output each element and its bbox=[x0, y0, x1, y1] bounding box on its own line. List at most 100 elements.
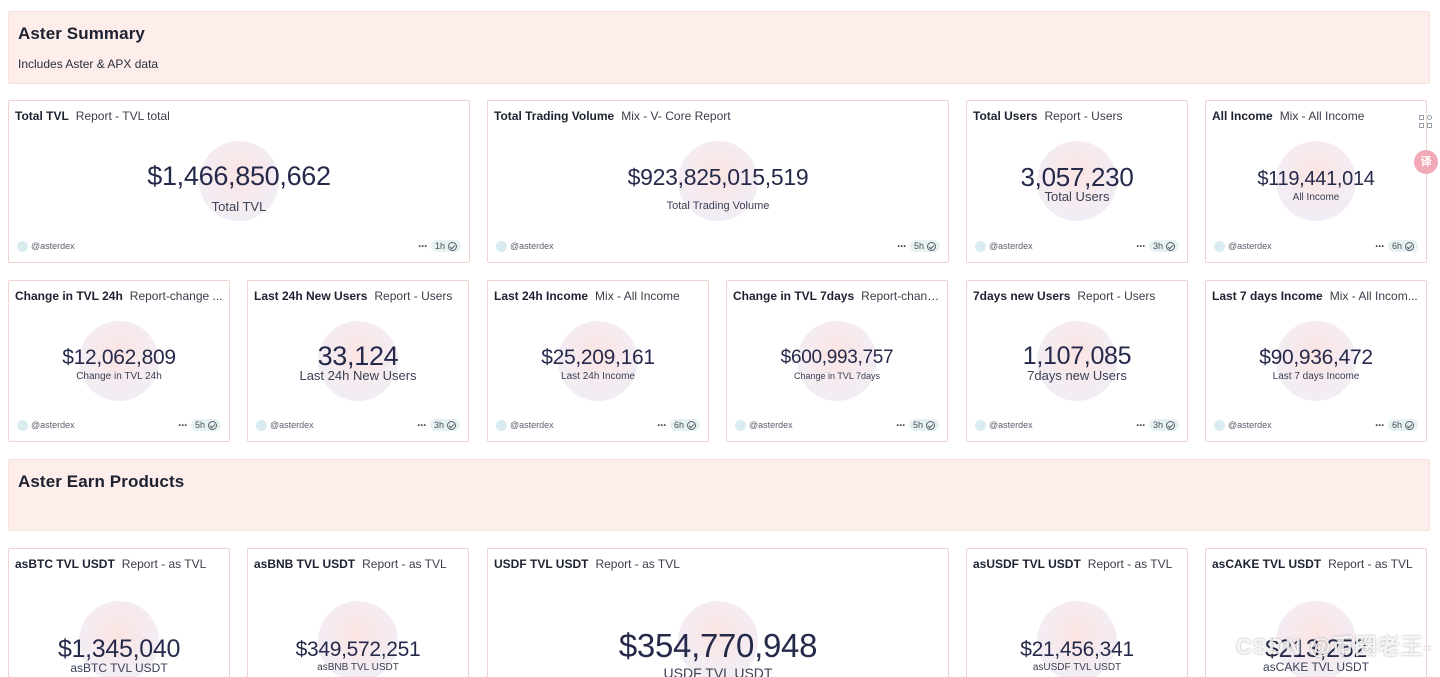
avatar bbox=[1214, 420, 1225, 431]
card-query-link[interactable]: Report - as TVL bbox=[595, 557, 680, 571]
widgets-grid-icon[interactable] bbox=[1418, 114, 1434, 130]
counter-label: asCAKE TVL USDT bbox=[1262, 660, 1370, 674]
counter-value: $25,209,161 bbox=[541, 346, 655, 369]
refresh-age-badge: 3h bbox=[429, 419, 460, 431]
counter-value: $119,441,014 bbox=[1257, 168, 1375, 190]
card-ascake-tvl[interactable]: asCAKE TVL USDT Report - as TVL $213,252 … bbox=[1205, 548, 1427, 677]
card-last-24h-income[interactable]: Last 24h Income Mix - All Income $25,209,… bbox=[487, 280, 709, 442]
creator-handle[interactable]: @asterdex bbox=[989, 241, 1033, 251]
value-bubble bbox=[1276, 321, 1356, 401]
card-query-link[interactable]: Mix - All Incom... bbox=[1329, 289, 1418, 303]
more-options-icon[interactable]: ··· bbox=[416, 418, 427, 432]
card-query-link[interactable]: Report - as TVL bbox=[121, 557, 207, 571]
card-last-7days-income[interactable]: Last 7 days Income Mix - All Incom... $90… bbox=[1205, 280, 1427, 442]
card-query-link[interactable]: Report-chang... bbox=[861, 289, 941, 303]
creator-handle[interactable]: @asterdex bbox=[510, 241, 554, 251]
counter-value: $12,062,809 bbox=[62, 346, 176, 369]
check-circle-icon bbox=[1405, 420, 1414, 430]
card-name: asBNB TVL USDT bbox=[254, 557, 356, 571]
refresh-age-badge: 6h bbox=[669, 419, 700, 431]
counter-value: $1,466,850,662 bbox=[147, 161, 331, 191]
card-7days-new-users[interactable]: 7days new Users Report - Users 1,107,085 … bbox=[966, 280, 1188, 442]
card-total-tvl[interactable]: Total TVL Report - TVL total $1,466,850,6… bbox=[8, 100, 470, 263]
more-options-icon[interactable]: ··· bbox=[656, 418, 667, 432]
creator-handle[interactable]: @asterdex bbox=[31, 241, 75, 251]
watermark: CSDN @币圈老王- bbox=[1235, 634, 1432, 659]
counter-value: 3,057,230 bbox=[1020, 162, 1134, 192]
card-name: Total Users bbox=[973, 109, 1038, 123]
creator-handle[interactable]: @asterdex bbox=[31, 420, 75, 430]
value-bubble bbox=[318, 601, 398, 677]
check-circle-icon bbox=[448, 241, 457, 251]
card-query-link[interactable]: Report - Users bbox=[1077, 289, 1156, 303]
counter-label: 7days new Users bbox=[1027, 368, 1127, 383]
card-query-link[interactable]: Report - TVL total bbox=[75, 109, 170, 123]
card-asbnb-tvl[interactable]: asBNB TVL USDT Report - as TVL $349,572,2… bbox=[247, 548, 469, 677]
creator-handle[interactable]: @asterdex bbox=[510, 420, 554, 430]
counter-label: All Income bbox=[1292, 192, 1340, 203]
refresh-age-badge: 5h bbox=[190, 419, 221, 431]
card-change-tvl-7days[interactable]: Change in TVL 7days Report-chang... $600,… bbox=[726, 280, 948, 442]
creator-handle[interactable]: @asterdex bbox=[1228, 420, 1272, 430]
card-query-link[interactable]: Report - Users bbox=[1044, 109, 1123, 123]
value-bubble bbox=[1037, 601, 1117, 677]
refresh-age-badge: 5h bbox=[908, 419, 939, 431]
section-title: Aster Earn Products bbox=[18, 472, 185, 491]
card-query-link[interactable]: Mix - All Income bbox=[1279, 109, 1365, 123]
card-query-link[interactable]: Report - as TVL bbox=[1087, 557, 1173, 571]
card-query-link[interactable]: Report-change ... bbox=[129, 289, 223, 303]
check-circle-icon bbox=[1166, 420, 1175, 430]
value-bubble bbox=[558, 321, 638, 401]
refresh-age-badge: 1h bbox=[430, 240, 461, 252]
card-name: Change in TVL 24h bbox=[15, 289, 123, 303]
translate-icon[interactable]: 译 bbox=[1414, 150, 1438, 174]
check-circle-icon bbox=[208, 420, 217, 430]
card-name: asCAKE TVL USDT bbox=[1212, 557, 1322, 571]
avatar bbox=[496, 420, 507, 431]
card-query-link[interactable]: Report - as TVL bbox=[1328, 557, 1413, 571]
counter-value: $1,345,040 bbox=[57, 635, 181, 663]
card-query-link[interactable]: Report - Users bbox=[374, 289, 453, 303]
avatar bbox=[256, 420, 267, 431]
card-name: 7days new Users bbox=[973, 289, 1071, 303]
more-options-icon[interactable]: ··· bbox=[1374, 239, 1385, 253]
counter-label: Last 7 days Income bbox=[1272, 371, 1360, 382]
value-bubble bbox=[797, 321, 877, 401]
more-options-icon[interactable]: ··· bbox=[896, 239, 907, 253]
card-query-link[interactable]: Mix - V- Core Report bbox=[621, 109, 731, 123]
creator-handle[interactable]: @asterdex bbox=[1228, 241, 1272, 251]
card-total-trading-volume[interactable]: Total Trading Volume Mix - V- Core Report… bbox=[487, 100, 949, 263]
more-options-icon[interactable]: ··· bbox=[1135, 418, 1146, 432]
more-options-icon[interactable]: ··· bbox=[417, 239, 428, 253]
refresh-age-badge: 5h bbox=[909, 240, 940, 252]
card-last-24h-new-users[interactable]: Last 24h New Users Report - Users 33,124 … bbox=[247, 280, 469, 442]
card-asusdf-tvl[interactable]: asUSDF TVL USDT Report - as TVL $21,456,3… bbox=[966, 548, 1188, 677]
more-options-icon[interactable]: ··· bbox=[895, 418, 906, 432]
counter-label: USDF TVL USDT bbox=[663, 665, 773, 677]
card-query-link[interactable]: Report - as TVL bbox=[362, 557, 447, 571]
value-bubble bbox=[199, 141, 279, 221]
card-asbtc-tvl[interactable]: asBTC TVL USDT Report - as TVL $1,345,040… bbox=[8, 548, 230, 677]
creator-handle[interactable]: @asterdex bbox=[989, 420, 1033, 430]
more-options-icon[interactable]: ··· bbox=[1374, 418, 1385, 432]
card-query-link[interactable]: Mix - All Income bbox=[595, 289, 680, 303]
value-bubble bbox=[1037, 141, 1117, 221]
card-name: asBTC TVL USDT bbox=[15, 557, 115, 571]
card-name: All Income bbox=[1212, 109, 1273, 123]
refresh-age-badge: 6h bbox=[1387, 240, 1418, 252]
more-options-icon[interactable]: ··· bbox=[177, 418, 188, 432]
card-change-tvl-24h[interactable]: Change in TVL 24h Report-change ... $12,0… bbox=[8, 280, 230, 442]
card-usdf-tvl[interactable]: USDF TVL USDT Report - as TVL $354,770,94… bbox=[487, 548, 949, 677]
more-options-icon[interactable]: ··· bbox=[1135, 239, 1146, 253]
check-circle-icon bbox=[927, 241, 936, 251]
earn-products-header: Aster Earn Products bbox=[8, 459, 1430, 531]
value-bubble bbox=[1037, 321, 1117, 401]
creator-handle[interactable]: @asterdex bbox=[270, 420, 314, 430]
card-name: Last 7 days Income bbox=[1212, 289, 1323, 303]
creator-handle[interactable]: @asterdex bbox=[749, 420, 793, 430]
check-circle-icon bbox=[1405, 241, 1414, 251]
counter-value: $349,572,251 bbox=[295, 638, 421, 661]
value-bubble bbox=[79, 601, 159, 677]
card-all-income[interactable]: All Income Mix - All Income $119,441,014 … bbox=[1205, 100, 1427, 263]
card-total-users[interactable]: Total Users Report - Users 3,057,230 Tota… bbox=[966, 100, 1188, 263]
